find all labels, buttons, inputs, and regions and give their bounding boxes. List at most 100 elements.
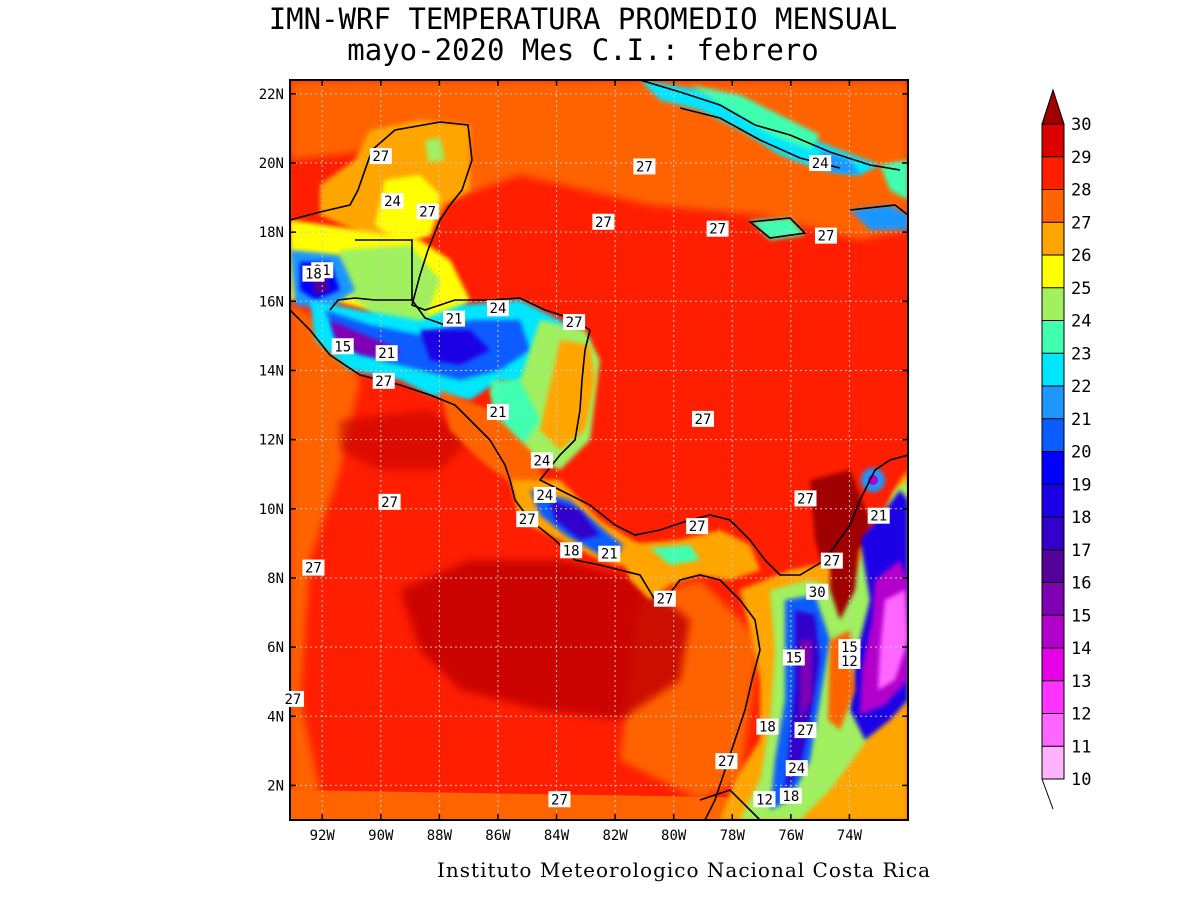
contour-label: 27 (305, 561, 322, 577)
contour-label: 27 (595, 215, 612, 231)
colorbar-label: 25 (1071, 279, 1091, 299)
contour-label-box (814, 227, 837, 244)
contour-label-box (838, 639, 861, 656)
colorbar-label: 27 (1071, 213, 1091, 233)
colorbar-swatch (1042, 484, 1064, 518)
colorbar-swatch (1042, 353, 1064, 387)
contour-label: 24 (788, 761, 805, 777)
colorbar-label: 29 (1071, 148, 1091, 168)
contour-label-box (653, 590, 676, 607)
contour-label-box (706, 220, 729, 237)
contour-label-box (302, 559, 325, 576)
colorbar-swatch (1042, 255, 1064, 289)
contour-label-box (592, 213, 615, 230)
contour-label: 18 (782, 789, 799, 805)
contour-label-box (782, 649, 805, 666)
graticule (290, 80, 908, 820)
coastlines (290, 80, 908, 820)
colorbar-label: 12 (1071, 705, 1091, 725)
contour-label-box (381, 193, 404, 210)
colorbar-label: 13 (1071, 672, 1091, 692)
contour-label-box (785, 760, 808, 777)
lon-tick-label: 88W (427, 828, 453, 844)
colorbar-label: 10 (1071, 770, 1091, 790)
contour-label-box (375, 345, 398, 362)
lat-tick-label: 2N (267, 778, 284, 794)
colorbar-label: 16 (1071, 574, 1091, 594)
contour-label: 27 (381, 495, 398, 511)
contour-label-box (302, 265, 325, 282)
contour-label-box (756, 718, 779, 735)
contour-label: 24 (533, 453, 550, 469)
contour-label-box (533, 486, 556, 503)
lon-tick-label: 90W (368, 828, 394, 844)
footer-credit: Instituto Meteorologico Nacional Costa R… (437, 858, 932, 882)
map-frame (289, 79, 909, 821)
contour-label: 27 (797, 723, 814, 739)
contour-label-box (753, 791, 776, 808)
colorbar-label: 24 (1071, 312, 1091, 332)
contour-label: 18 (759, 720, 776, 736)
contour-label: 27 (656, 592, 673, 608)
contour-label-box (820, 552, 843, 569)
colorbar-swatch (1042, 582, 1064, 616)
contour-label: 27 (375, 374, 392, 390)
colorbar-label: 14 (1071, 639, 1091, 659)
colorbar-label: 18 (1071, 508, 1091, 528)
colorbar: 10 11 12 13 14 15 16 17 18 19 20 21 22 23 24 25 26 27 28 29… (1041, 88, 1091, 810)
colorbar-swatch (1042, 680, 1064, 714)
contour-label: 24 (812, 156, 829, 172)
contour-label-box (794, 722, 817, 739)
colorbar-swatch (1042, 713, 1064, 747)
lat-tick-label: 18N (259, 225, 284, 241)
colorbar-label: 22 (1071, 377, 1091, 397)
colorbar-label: 23 (1071, 344, 1091, 364)
contour-label-box (809, 154, 832, 171)
colorbar-swatch (1042, 517, 1064, 551)
contour-label-box (378, 493, 401, 510)
colorbar-label: 11 (1071, 737, 1091, 757)
colorbar-swatch (1042, 287, 1064, 321)
contour-label: 18 (305, 267, 322, 283)
contour-label-box (486, 403, 509, 420)
contour-label: 27 (551, 792, 568, 808)
temperature-field (290, 80, 908, 820)
contour-label: 15 (785, 650, 802, 666)
contour-label: 21 (378, 346, 395, 362)
contour-label: 27 (718, 754, 735, 770)
contour-label: 27 (689, 519, 706, 535)
lon-tick-label: 74W (837, 828, 863, 844)
chart-title-line2: mayo-2020 Mes C.I.: febrero (347, 33, 819, 67)
contour-label-box (369, 148, 392, 165)
colorbar-label: 30 (1071, 115, 1091, 135)
contour-label-box (548, 791, 571, 808)
lat-tick-label: 6N (267, 640, 284, 656)
contour-label: 27 (372, 149, 389, 165)
contour-label: 21 (490, 405, 507, 421)
colorbar-swatch (1042, 222, 1064, 256)
lon-tick-label: 82W (602, 828, 628, 844)
colorbar-label: 21 (1071, 410, 1091, 430)
contour-label-box (794, 490, 817, 507)
contour-label: 24 (536, 488, 553, 504)
chart-title-line1: IMN-WRF TEMPERATURA PROMEDIO MENSUAL (268, 2, 898, 36)
colorbar-label: 19 (1071, 475, 1091, 495)
contour-label-box (372, 372, 395, 389)
lat-tick-label: 8N (267, 571, 284, 587)
contour-label: 27 (818, 229, 835, 245)
contour-label: 21 (446, 312, 463, 328)
lat-tick-label: 10N (259, 502, 284, 518)
colorbar-swatch (1042, 451, 1064, 485)
contour-label: 18 (563, 543, 580, 559)
contour-label: 15 (334, 339, 351, 355)
lon-tick-label: 92W (310, 828, 336, 844)
lon-tick-label: 78W (720, 828, 746, 844)
colorbar-swatch (1042, 124, 1064, 158)
colorbar-bottom-arrow (1041, 778, 1054, 810)
contour-label-box (560, 542, 583, 559)
contour-label-box (563, 314, 586, 331)
colorbar-swatch (1042, 418, 1064, 452)
contour-label: 24 (490, 301, 507, 317)
contour-label: 27 (797, 491, 814, 507)
contour-labels: 2724272118212427152127212424271821272727… (281, 148, 890, 808)
